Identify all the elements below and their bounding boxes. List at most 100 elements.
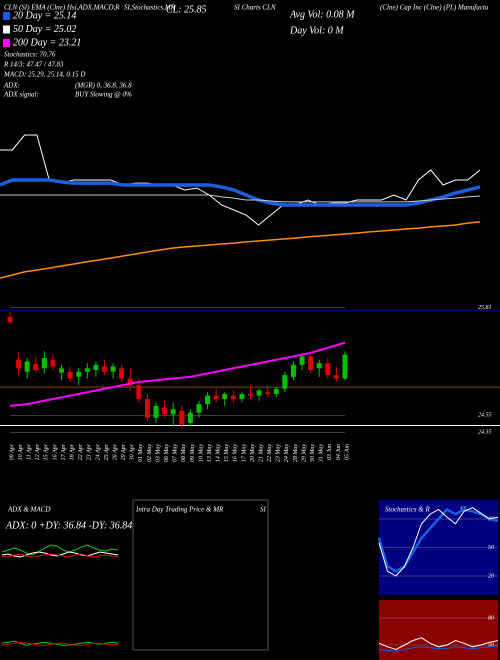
candle-body [222,393,228,400]
x-tick-label: 17 May [241,444,247,462]
x-tick-label: 31 May [319,444,325,463]
x-tick-label: 08 May [181,444,187,462]
line-series [1,640,119,646]
x-tick-label: 26 Apr [112,443,118,460]
x-tick-label: 16 May [233,444,239,462]
candle-body [16,359,22,369]
candle-body [308,356,314,370]
line-series [0,194,481,203]
line-series [378,645,499,652]
y-tick-label: 25.81 [478,305,492,311]
panel-title: Stochastics & R [385,506,430,514]
legend-label: 50 Day = 25.02 [13,24,76,35]
x-tick-label: 30 May [310,444,316,463]
line-series [1,544,119,556]
candle-body [316,363,322,369]
candle-body [213,395,219,400]
panel-title: ADX & MACD [7,506,50,514]
x-tick-label: 03 May [155,444,161,462]
line-series [378,507,499,577]
x-tick-label: 24 May [283,444,290,462]
x-tick-label: 16 Apr [52,443,58,460]
candle-body [110,366,116,372]
x-tick-label: 07 May [173,444,179,462]
candle-body [230,395,236,400]
candle-body [144,399,150,418]
x-tick-label: 18 Apr [70,443,76,460]
candle-body [93,364,99,370]
x-tick-label: 09 Apr [9,443,15,460]
x-tick-label: 13 May [207,444,213,462]
x-tick-label: 05 Jun [344,444,350,460]
candle-body [136,385,142,400]
candle-body [273,388,279,394]
candle-body [41,358,47,369]
line-series [9,341,346,407]
x-tick-label: 28 May [293,444,299,462]
x-tick-label: 10 May [198,444,204,462]
x-tick-label: 20 May [250,444,256,462]
stat-label: R 14/3: 47.47 / 47.83 [3,61,64,69]
panel-frame [132,499,269,651]
line-series [1,553,119,558]
x-tick-label: 29 Apr [121,443,127,460]
x-tick-label: 06 May [164,444,170,462]
x-tick-label: 15 May [224,444,230,462]
candle-body [162,407,168,415]
x-tick-label: 22 Apr [78,443,84,460]
x-tick-label: 29 May [301,444,307,462]
candle-body [153,405,159,418]
candle-body [196,404,202,413]
x-tick-label: 30 Apr [130,443,136,461]
legend-swatch [3,39,10,47]
panel-title: Intra Day Trading Price & MR [135,506,224,514]
candle-body [101,366,107,372]
x-tick-label: 03 Jun [327,444,333,460]
candle-body [239,393,245,400]
x-tick-label: 22 May [267,444,273,462]
legend-label: 200 Day = 23.21 [13,37,81,48]
x-tick-label: 23 Apr [87,443,93,460]
x-tick-label: 14 May [215,444,222,462]
legend-label: 20 Day = 25.14 [13,10,76,21]
candle-body [265,392,271,394]
avg-vol: Avg Vol: 0.08 M [289,9,355,20]
adx-value: (MGR) 0, 36.8, 36.8 [75,82,132,90]
candle-body [67,371,73,379]
adx-label: ADX: [3,82,20,90]
panel-subtitle: SI [260,506,267,514]
adx-signal-label: ADX signal: [3,91,39,99]
panel-subtitle: ADX: 0 +DY: 36.84 -DY: 36.84 [5,520,132,531]
stat-label: MACD: 25.29, 25.14, 0.15 D [3,71,85,79]
candle-body [50,359,56,367]
candle-body [290,364,296,377]
day-vol: Day Vol: 0 M [289,25,344,36]
candle-body [205,395,211,405]
stat-label: Stochastics: 70.76 [4,51,56,59]
y-tick-label: 50 [488,545,494,551]
candle-body [325,363,331,376]
adx-signal: BUY Slowing @ 0% [75,91,132,99]
candle-body [248,393,254,396]
line-series [0,178,481,207]
indicators: SI,Stochastics,MR [124,4,176,12]
x-tick-label: 24 Apr [94,443,101,460]
line-series [0,221,481,279]
line-series [0,134,481,226]
candle-body [7,317,13,323]
candle-body [24,361,30,372]
candle-body [342,354,348,379]
x-tick-label: 15 Apr [44,443,50,460]
x-tick-label: 11 Apr [27,443,33,460]
candle-body [179,410,185,425]
line-series [378,637,499,651]
line-series [377,507,499,573]
legend-swatch [3,12,10,20]
y-tick-label: 24.55 [478,412,492,419]
candle-body [170,409,176,415]
source: SI Charts CLN [234,4,276,12]
x-tick-label: 02 May [147,444,153,462]
panel-background [379,600,498,660]
